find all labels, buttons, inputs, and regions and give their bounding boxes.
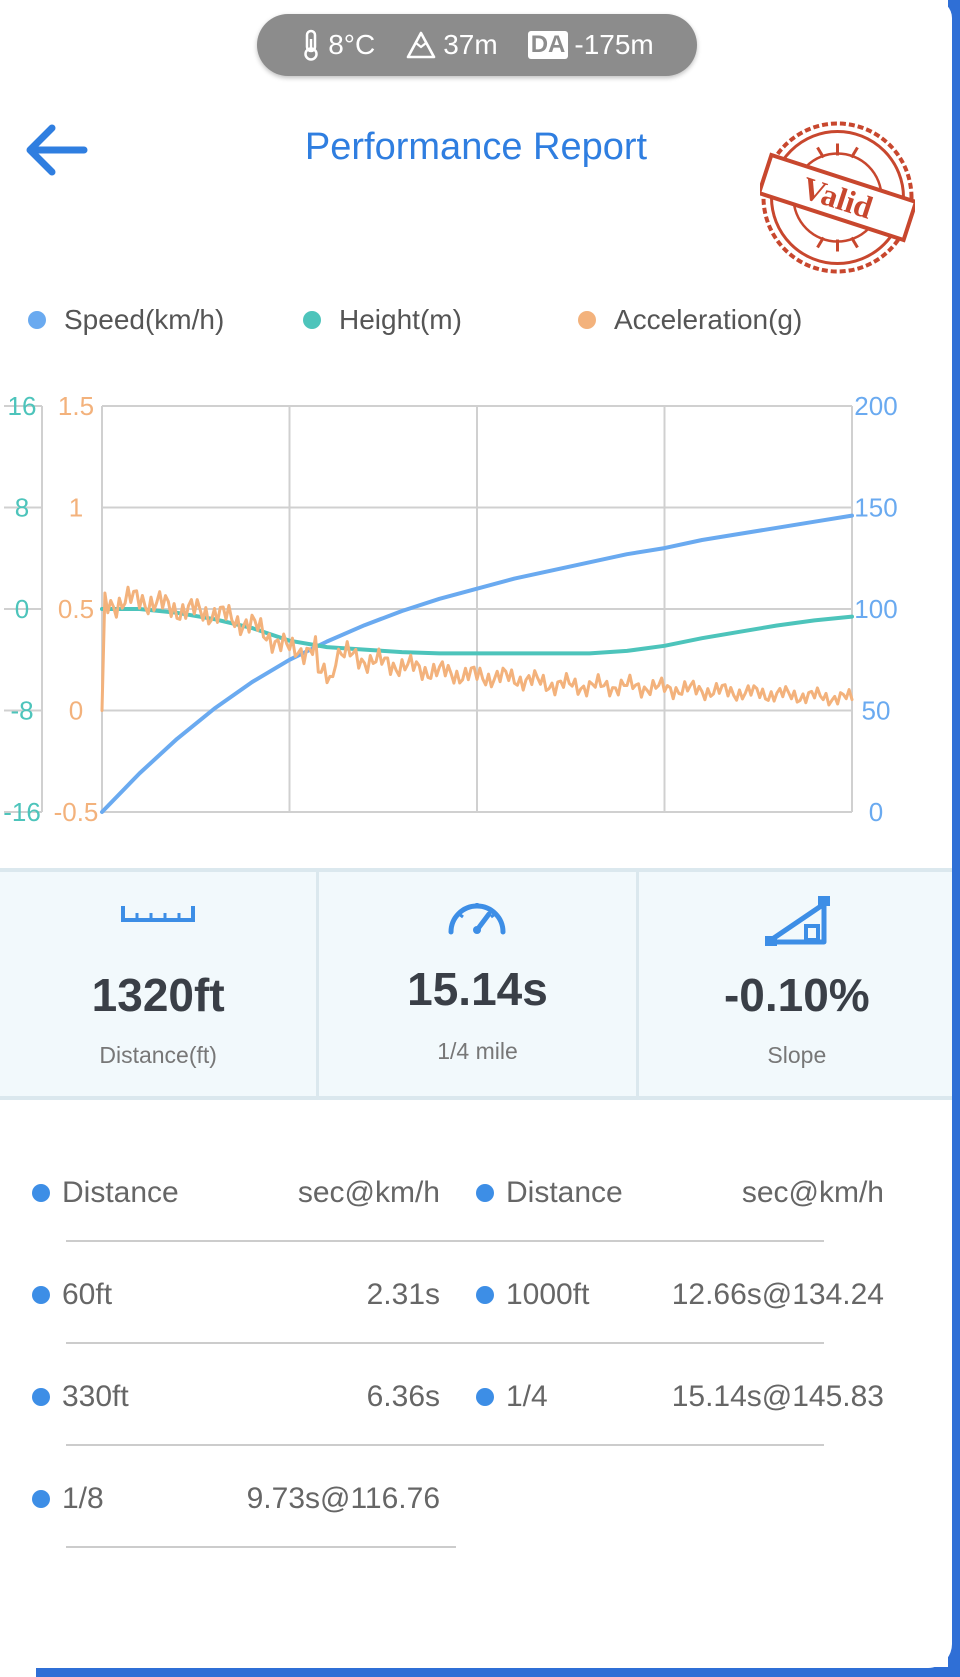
speed-tick-label: 100	[854, 594, 897, 624]
performance-chart: 16 8 0 -8 -16 1.5 1 0.5 0 -0.5 200 150 100 50 0	[3, 391, 897, 827]
altitude-readout: 37m	[405, 29, 498, 61]
split-result: 9.73s@116.76	[246, 1482, 440, 1515]
back-arrow-icon[interactable]	[22, 120, 92, 180]
legend-item-speed[interactable]: Speed(km/h)	[28, 304, 224, 336]
summary-stats: 1320ft Distance(ft) 15.14s 1/4 mile	[0, 868, 952, 1100]
height-tick-label: 8	[15, 493, 29, 523]
acceleration-tick-label: 0.5	[58, 594, 94, 624]
stat-value-distance: 1320ft	[91, 969, 225, 1021]
height-tick-label: 0	[15, 594, 29, 624]
altitude-value: 37m	[443, 29, 498, 60]
header-distance-right: Distance	[476, 1168, 623, 1218]
temperature-readout: 8°C	[300, 29, 375, 61]
split-distance: 330ft	[62, 1380, 129, 1413]
legend-label-acceleration: Acceleration(g)	[614, 304, 803, 335]
speed-tick-label: 150	[854, 493, 897, 523]
series-line-acceleration	[100, 585, 854, 712]
row-divider	[66, 1240, 824, 1242]
stat-label-slope: Slope	[767, 1042, 827, 1068]
stat-label-quarter-mile: 1/4 mile	[437, 1038, 518, 1064]
density-altitude-value: -175m	[574, 29, 654, 60]
bullet-dot	[32, 1490, 50, 1508]
split-result: 12.66s@134.24	[671, 1278, 884, 1311]
height-tick-label: 16	[8, 391, 37, 421]
speedometer-icon	[448, 903, 506, 935]
legend-item-height[interactable]: Height(m)	[303, 304, 462, 336]
ruler-icon	[121, 906, 196, 922]
split-row-right-1: 1000ft	[476, 1270, 589, 1320]
split-distance: 1/4	[506, 1380, 548, 1413]
legend-dot-height	[303, 311, 321, 329]
valid-stamp-icon: Valid	[760, 121, 915, 274]
header-label: Distance	[506, 1176, 623, 1209]
bullet-dot	[32, 1184, 50, 1202]
mountain-icon	[406, 31, 436, 59]
legend-label-height: Height(m)	[339, 304, 462, 335]
acceleration-tick-label: -0.5	[54, 797, 99, 827]
speed-tick-label: 50	[862, 696, 891, 726]
bullet-dot	[32, 1388, 50, 1406]
bullet-dot	[476, 1286, 494, 1304]
split-distance: 60ft	[62, 1278, 113, 1311]
acceleration-tick-label: 1.5	[58, 391, 94, 421]
conditions-pill: 8°C 37m DA -175m	[257, 14, 697, 76]
bullet-dot	[476, 1184, 494, 1202]
stat-label-distance: Distance(ft)	[99, 1042, 217, 1068]
legend-item-acceleration[interactable]: Acceleration(g)	[578, 304, 802, 336]
split-row-left-1: 60ft	[32, 1270, 112, 1320]
header-result-left: sec@km/h	[297, 1176, 440, 1209]
split-result: 15.14s@145.83	[671, 1380, 884, 1413]
chart-legend: Speed(km/h) Height(m) Acceleration(g)	[28, 304, 928, 344]
slope-icon	[764, 896, 830, 946]
density-altitude-readout: DA -175m	[527, 29, 654, 61]
split-result: 2.31s	[366, 1278, 440, 1311]
split-row-right-2: 1/4	[476, 1372, 548, 1422]
stat-value-quarter-mile: 15.14s	[407, 963, 548, 1015]
legend-dot-acceleration	[578, 311, 596, 329]
acceleration-tick-label: 1	[69, 493, 83, 523]
stat-quarter-mile: 15.14s 1/4 mile	[316, 872, 635, 1096]
acceleration-tick-label: 0	[69, 696, 83, 726]
row-divider	[66, 1444, 824, 1446]
series-line-height	[100, 607, 854, 656]
stat-slope: -0.10% Slope	[635, 872, 952, 1096]
legend-dot-speed	[28, 311, 46, 329]
split-distance: 1000ft	[506, 1278, 590, 1311]
page-title: Performance Report	[304, 126, 648, 168]
row-divider	[66, 1546, 456, 1548]
header-distance-left: Distance	[32, 1168, 179, 1218]
stat-value-slope: -0.10%	[723, 969, 870, 1021]
height-tick-label: -8	[10, 696, 33, 726]
header-result-right: sec@km/h	[741, 1176, 884, 1209]
series-line-speed	[100, 513, 854, 814]
header-label: Distance	[62, 1176, 179, 1209]
row-divider	[66, 1342, 824, 1344]
speed-tick-label: 0	[869, 797, 883, 827]
bullet-dot	[476, 1388, 494, 1406]
frame-edge-bottom	[36, 1667, 960, 1677]
legend-label-speed: Speed(km/h)	[64, 304, 225, 335]
temperature-value: 8°C	[328, 29, 376, 60]
split-distance: 1/8	[62, 1482, 104, 1515]
thermometer-icon	[304, 29, 318, 61]
split-row-left-2: 330ft	[32, 1372, 129, 1422]
bullet-dot	[32, 1286, 50, 1304]
da-badge: DA	[527, 31, 569, 59]
split-result: 6.36s	[366, 1380, 440, 1413]
height-tick-label: -16	[3, 797, 41, 827]
split-row-left-3: 1/8	[32, 1474, 104, 1524]
speed-tick-label: 200	[854, 391, 897, 421]
stat-distance: 1320ft Distance(ft)	[0, 872, 316, 1096]
